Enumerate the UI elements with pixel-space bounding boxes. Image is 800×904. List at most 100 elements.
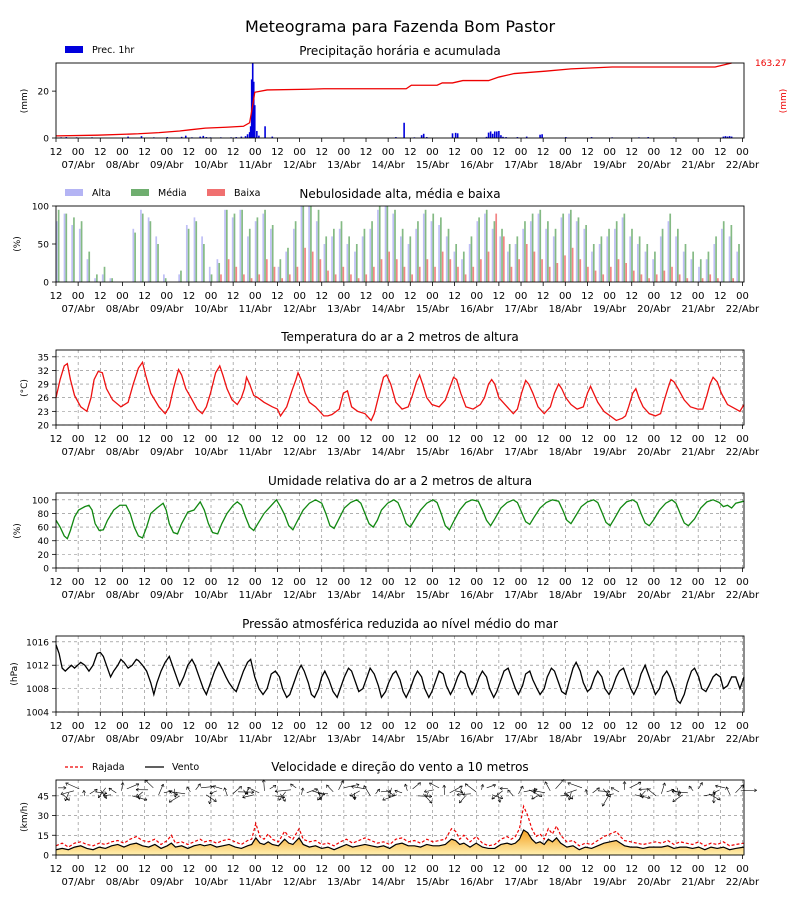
temp-hour-label: 12 xyxy=(138,434,151,445)
cloud-low-bar xyxy=(457,267,459,282)
pressure-hour-label: 12 xyxy=(537,721,550,732)
cloud-high-bar xyxy=(668,221,670,282)
cloud-mid-bar xyxy=(310,206,312,282)
temp-hour-label: 12 xyxy=(537,434,550,445)
cloud-high-bar xyxy=(713,244,715,282)
wind-ytick-label: 0 xyxy=(43,852,49,862)
cloud-high-bar xyxy=(377,210,379,282)
cloud-date-label: 18/Abr xyxy=(549,304,583,315)
precip-date-label: 13/Abr xyxy=(327,160,361,171)
cloud-mid-bar xyxy=(708,252,710,282)
humidity-date-label: 17/Abr xyxy=(504,590,538,601)
cloud-high-bar xyxy=(415,229,417,282)
temp-date-label: 12/Abr xyxy=(283,447,317,458)
temp-date-label: 08/Abr xyxy=(106,447,140,458)
cloud-mid-bar xyxy=(356,244,358,282)
cloud-high-bar xyxy=(239,210,241,282)
precip-date-label: 08/Abr xyxy=(106,160,140,171)
temp-date-label: 20/Abr xyxy=(637,447,671,458)
cloud-high-bar xyxy=(255,221,257,282)
pressure-date-label: 12/Abr xyxy=(283,734,317,745)
pressure-ytick-label: 1008 xyxy=(26,685,49,695)
humidity-hour-label: 00 xyxy=(648,577,661,588)
humidity-hour-label: 12 xyxy=(94,577,107,588)
cloud-hour-label: 00 xyxy=(736,291,749,302)
cloud-high-bar xyxy=(484,214,486,282)
pressure-date-label: 08/Abr xyxy=(106,734,140,745)
cloud-date-label: 13/Abr xyxy=(327,304,361,315)
cloud-high-bar xyxy=(194,217,196,282)
cloud-date-label: 11/Abr xyxy=(239,304,273,315)
precip-hourly-bar xyxy=(455,133,457,138)
humidity-date-label: 22/Abr xyxy=(726,590,760,601)
wind-date-label: 22/Abr xyxy=(726,877,760,888)
cloud-high-bar xyxy=(583,229,585,282)
cloud-high-bar xyxy=(660,236,662,282)
cloud-mid-bar xyxy=(150,221,152,282)
precip-hour-label: 12 xyxy=(360,147,373,158)
cloud-mid-bar xyxy=(241,210,243,282)
humidity-ytick-label: 100 xyxy=(32,496,49,506)
temp-hour-label: 00 xyxy=(603,434,616,445)
cloud-high-bar xyxy=(247,236,249,282)
precip-date-label: 09/Abr xyxy=(150,160,184,171)
cloud-date-label: 07/Abr xyxy=(61,304,95,315)
wind-direction-arrow xyxy=(275,790,291,792)
cloud-high-bar xyxy=(155,236,157,282)
pressure-hour-label: 00 xyxy=(692,721,705,732)
precip-hourly-bar xyxy=(264,126,266,138)
pressure-hour-label: 12 xyxy=(94,721,107,732)
pressure-hour-label: 12 xyxy=(714,721,727,732)
cloud-mid-bar xyxy=(463,252,465,282)
pressure-hour-label: 00 xyxy=(72,721,85,732)
cloud-mid-bar xyxy=(585,225,587,282)
cloud-mid-bar xyxy=(218,263,220,282)
wind-ytick-label: 45 xyxy=(38,792,49,802)
cloud-high-bar xyxy=(538,214,540,282)
wind-direction-arrow xyxy=(381,791,391,792)
precip-hourly-bar xyxy=(423,134,425,138)
humidity-hour-label: 12 xyxy=(581,577,594,588)
cloud-low-bar xyxy=(304,248,306,282)
wind-hour-label: 12 xyxy=(271,864,284,875)
precip-date-label: 14/Abr xyxy=(371,160,405,171)
precip-ylabel: (mm) xyxy=(20,89,30,114)
cloud-ytick-label: 0 xyxy=(43,279,49,289)
wind-direction-arrow xyxy=(465,784,476,792)
wind-ytick-label: 30 xyxy=(38,812,50,822)
cloud-mid-bar xyxy=(387,206,389,282)
cloud-mid-bar xyxy=(134,233,136,282)
wind-hour-label: 00 xyxy=(426,864,439,875)
cloud-high-bar xyxy=(262,214,264,282)
wind-hour-label: 00 xyxy=(736,864,749,875)
cloud-high-bar xyxy=(354,252,356,282)
cloud-high-bar xyxy=(461,259,463,282)
cloud-high-bar xyxy=(201,236,203,282)
precip-hour-label: 12 xyxy=(271,147,284,158)
cloud-mid-bar xyxy=(501,229,503,282)
cloud-high-bar xyxy=(140,210,142,282)
cloud-legend-mid-label: Média xyxy=(158,188,187,199)
cloud-hour-label: 00 xyxy=(692,291,705,302)
wind-hour-label: 00 xyxy=(338,864,351,875)
cloud-hour-label: 00 xyxy=(116,291,129,302)
cloud-high-bar xyxy=(652,259,654,282)
pressure-hour-label: 00 xyxy=(648,721,661,732)
wind-hour-label: 00 xyxy=(515,864,528,875)
pressure-hour-label: 12 xyxy=(360,721,373,732)
cloud-high-bar xyxy=(400,236,402,282)
cloud-mid-bar xyxy=(295,221,297,282)
cloud-high-bar xyxy=(278,267,280,282)
cloud-low-bar xyxy=(297,267,299,282)
cloud-low-bar xyxy=(335,274,337,282)
cloud-high-bar xyxy=(576,221,578,282)
temp-date-label: 13/Abr xyxy=(327,447,361,458)
pressure-hour-label: 12 xyxy=(138,721,151,732)
cloud-mid-bar xyxy=(731,225,733,282)
cloud-mid-bar xyxy=(516,236,518,282)
wind-hour-label: 00 xyxy=(205,864,218,875)
temp-hour-label: 12 xyxy=(360,434,373,445)
cloud-mid-bar xyxy=(234,214,236,282)
